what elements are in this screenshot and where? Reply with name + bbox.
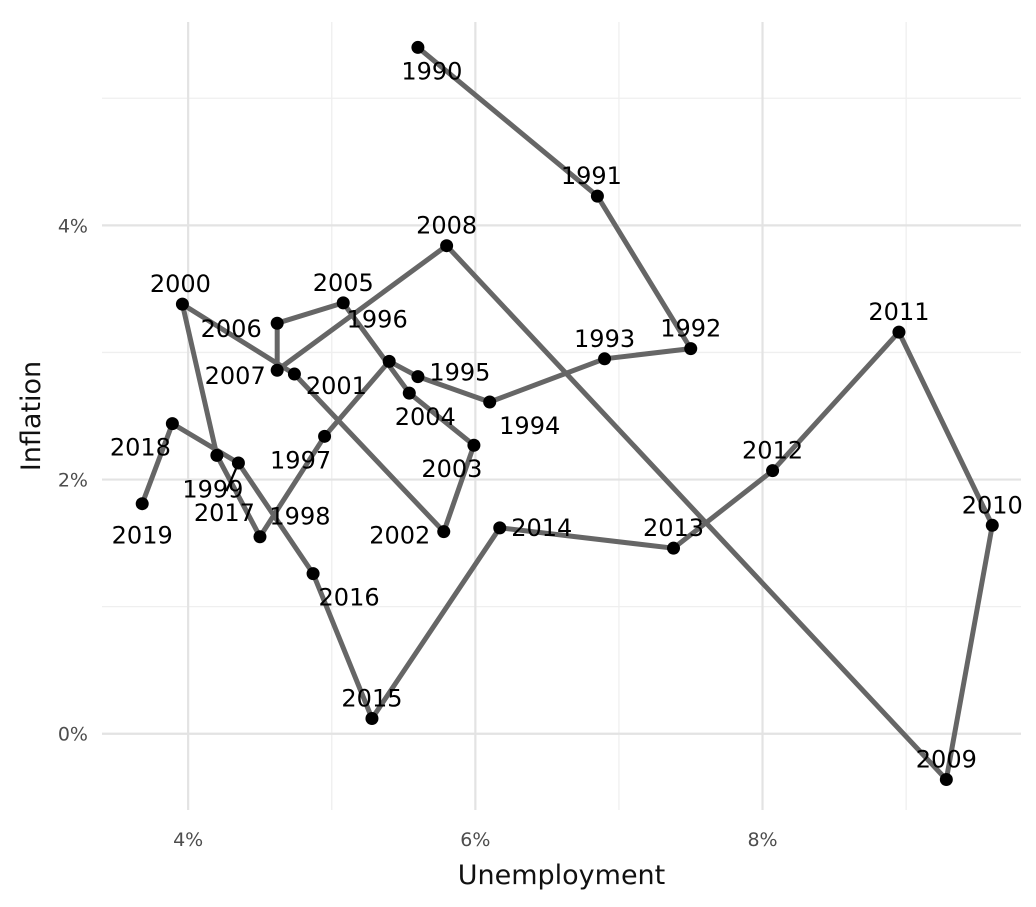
point-2011 xyxy=(892,325,906,339)
y-tick-label: 4% xyxy=(58,215,88,237)
label-2011: 2011 xyxy=(868,298,929,326)
label-1997: 1997 xyxy=(270,446,331,474)
label-1991: 1991 xyxy=(561,162,622,190)
point-1993 xyxy=(598,352,612,366)
point-1999 xyxy=(210,448,224,462)
label-1993: 1993 xyxy=(574,325,635,353)
point-2006 xyxy=(270,316,284,330)
point-2014 xyxy=(493,521,507,535)
label-2012: 2012 xyxy=(742,437,803,465)
point-2010 xyxy=(985,518,999,532)
point-2015 xyxy=(365,711,379,725)
point-2008 xyxy=(440,239,454,253)
label-2008: 2008 xyxy=(416,212,477,240)
data-labels: 1990 1991 1992 1993 1994 1995 1996 1997 1998 1999… xyxy=(110,57,1023,773)
point-1991 xyxy=(590,189,604,203)
label-2004: 2004 xyxy=(395,403,456,431)
label-2006: 2006 xyxy=(201,315,262,343)
point-2005 xyxy=(336,296,350,310)
label-2018: 2018 xyxy=(110,434,171,462)
data-points xyxy=(135,40,999,786)
label-2002: 2002 xyxy=(369,522,430,550)
label-1996: 1996 xyxy=(347,305,408,333)
axis-ticks: 4% 6% 8% 0% 2% 4% xyxy=(58,215,778,851)
point-2003 xyxy=(467,438,481,452)
label-2005: 2005 xyxy=(313,269,374,297)
label-2003: 2003 xyxy=(421,455,482,483)
y-tick-label: 2% xyxy=(58,470,88,492)
point-2001 xyxy=(287,367,301,381)
point-1995 xyxy=(411,370,425,384)
x-tick-label: 6% xyxy=(460,829,490,851)
label-2017: 2017 xyxy=(194,499,255,527)
point-2012 xyxy=(766,464,780,478)
point-2018 xyxy=(165,417,179,431)
series-line xyxy=(139,44,995,782)
label-2001: 2001 xyxy=(306,372,367,400)
point-2019 xyxy=(135,497,149,511)
point-2016 xyxy=(306,567,320,581)
x-axis-title: Unemployment xyxy=(458,860,666,891)
label-1995: 1995 xyxy=(429,359,490,387)
point-1994 xyxy=(483,395,497,409)
label-2013: 2013 xyxy=(643,514,704,542)
point-1990 xyxy=(411,40,425,54)
y-axis-title: Inflation xyxy=(16,361,47,471)
y-tick-label: 0% xyxy=(58,724,88,746)
point-2009 xyxy=(939,772,953,786)
label-1998: 1998 xyxy=(269,503,330,531)
label-2010: 2010 xyxy=(962,491,1023,519)
label-2016: 2016 xyxy=(319,584,380,612)
point-1992 xyxy=(684,342,698,356)
label-1999: 1999 xyxy=(182,475,243,503)
x-tick-label: 4% xyxy=(173,829,203,851)
label-2019: 2019 xyxy=(112,522,173,550)
point-1997 xyxy=(318,429,332,443)
label-1994: 1994 xyxy=(499,412,560,440)
point-2002 xyxy=(437,525,451,539)
point-2004 xyxy=(402,386,416,400)
point-1998 xyxy=(253,530,267,544)
label-2007: 2007 xyxy=(205,362,266,390)
label-1990: 1990 xyxy=(401,57,462,85)
point-2017 xyxy=(231,456,245,470)
point-2007 xyxy=(270,363,284,377)
point-2000 xyxy=(175,297,189,311)
point-1996 xyxy=(382,354,396,368)
x-tick-label: 8% xyxy=(747,829,777,851)
point-2013 xyxy=(667,541,681,555)
label-2009: 2009 xyxy=(916,745,977,773)
label-1992: 1992 xyxy=(660,315,721,343)
label-2000: 2000 xyxy=(150,270,211,298)
label-2015: 2015 xyxy=(341,684,402,712)
label-2014: 2014 xyxy=(511,514,572,542)
grid xyxy=(102,22,1021,810)
